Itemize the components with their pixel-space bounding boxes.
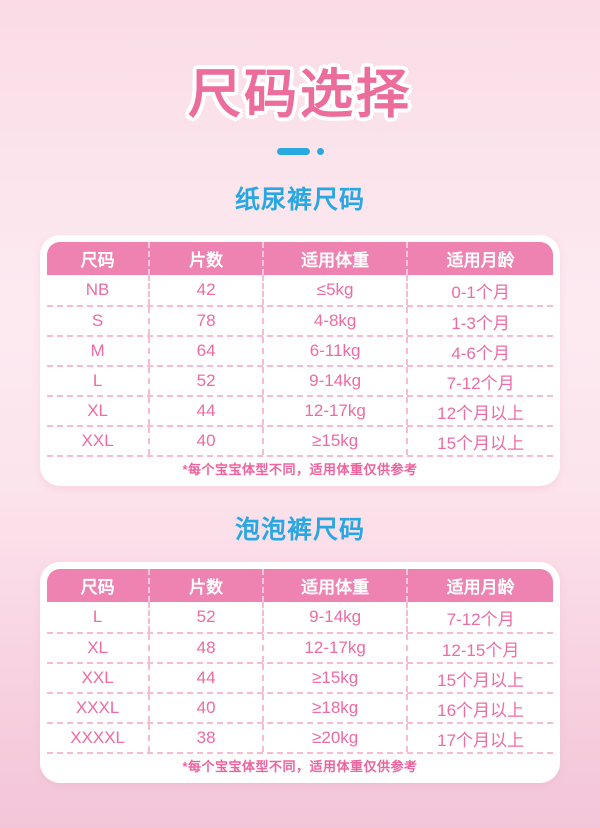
size-cell: XXXXL [70,728,125,747]
age-range-cell: 15个月以上 [406,427,553,455]
table-footnote: *每个宝宝体型不同，适用体重仅供参考 [47,752,553,776]
header-age: 适用月龄 [406,242,553,275]
table-header-row: 尺码 片数 适用体重 适用月龄 [47,569,553,602]
table-body: L 52 9-14kg 7-12个月 XL 48 12-17kg 12-15个月… [47,602,553,752]
header-piece-count: 片数 [148,242,262,275]
table-header-row: 尺码 片数 适用体重 适用月龄 [47,242,553,275]
weight-range-cell: ≥15kg [262,664,406,692]
piece-count-cell: 40 [148,694,262,722]
weight-range-cell: ≥15kg [262,427,406,455]
diaper-size-table: 尺码 片数 适用体重 适用月龄 NB 42 ≤5kg 0-1个月 S 78 4-… [40,235,560,486]
age-range-cell: 7-12个月 [406,602,553,632]
header-weight: 适用体重 [262,569,406,602]
table-row: S 78 4-8kg 1-3个月 [47,305,553,335]
size-cell: XL [87,638,108,657]
table-row: L 52 9-14kg 7-12个月 [47,365,553,395]
piece-count-cell: 44 [148,664,262,692]
weight-range-cell: 9-14kg [262,602,406,632]
header-weight: 适用体重 [262,242,406,275]
table-row: M 64 6-11kg 4-6个月 [47,335,553,365]
age-range-cell: 1-3个月 [406,307,553,335]
piece-count-cell: 78 [148,307,262,335]
table-row: XL 44 12-17kg 12个月以上 [47,395,553,425]
weight-range-cell: 12-17kg [262,634,406,662]
size-cell: NB [85,280,110,299]
size-cell: XL [87,401,108,420]
size-cell: L [92,607,103,626]
age-range-cell: 4-6个月 [406,337,553,365]
section-heading-diapers: 纸尿裤尺码 [234,186,365,214]
table-row: XXL 44 ≥15kg 15个月以上 [47,662,553,692]
table-row: XL 48 12-17kg 12-15个月 [47,632,553,662]
table-row: XXL 40 ≥15kg 15个月以上 [47,425,553,455]
header-age: 适用月龄 [406,569,553,602]
title-divider [0,148,600,155]
weight-range-cell: ≥18kg [262,694,406,722]
age-range-cell: 16个月以上 [406,694,553,722]
age-range-cell: 12-15个月 [406,634,553,662]
weight-range-cell: 12-17kg [262,397,406,425]
table-body: NB 42 ≤5kg 0-1个月 S 78 4-8kg 1-3个月 M 64 6… [47,275,553,455]
age-range-cell: 0-1个月 [406,275,553,305]
section-heading-pull-up-pants: 泡泡裤尺码 [234,516,365,544]
piece-count-cell: 64 [148,337,262,365]
piece-count-cell: 38 [148,724,262,752]
piece-count-cell: 40 [148,427,262,455]
age-range-cell: 15个月以上 [406,664,553,692]
weight-range-cell: 9-14kg [262,367,406,395]
piece-count-cell: 42 [148,275,262,305]
table-footnote: *每个宝宝体型不同，适用体重仅供参考 [47,455,553,479]
size-cell: S [91,311,104,330]
page-title: 尺码选择 [188,65,412,124]
age-range-cell: 12个月以上 [406,397,553,425]
piece-count-cell: 52 [148,602,262,632]
size-cell: XXL [81,668,114,687]
age-range-cell: 7-12个月 [406,367,553,395]
divider-dash-icon [276,148,310,155]
table-row: XXXXL 38 ≥20kg 17个月以上 [47,722,553,752]
pull-up-pants-size-table: 尺码 片数 适用体重 适用月龄 L 52 9-14kg 7-12个月 XL 48… [40,562,560,783]
header-size: 尺码 [80,578,115,597]
size-cell: XXL [81,431,114,450]
header-piece-count: 片数 [148,569,262,602]
age-range-cell: 17个月以上 [406,724,553,752]
weight-range-cell: ≤5kg [262,275,406,305]
size-cell: XXXL [75,698,120,717]
table-row: XXXL 40 ≥18kg 16个月以上 [47,692,553,722]
piece-count-cell: 48 [148,634,262,662]
piece-count-cell: 44 [148,397,262,425]
size-cell: L [92,371,103,390]
weight-range-cell: 4-8kg [262,307,406,335]
weight-range-cell: ≥20kg [262,724,406,752]
size-cell: M [90,341,105,360]
table-row: NB 42 ≤5kg 0-1个月 [47,275,553,305]
header-size: 尺码 [80,251,115,270]
divider-dot-icon [316,148,324,155]
table-row: L 52 9-14kg 7-12个月 [47,602,553,632]
weight-range-cell: 6-11kg [262,337,406,365]
piece-count-cell: 52 [148,367,262,395]
